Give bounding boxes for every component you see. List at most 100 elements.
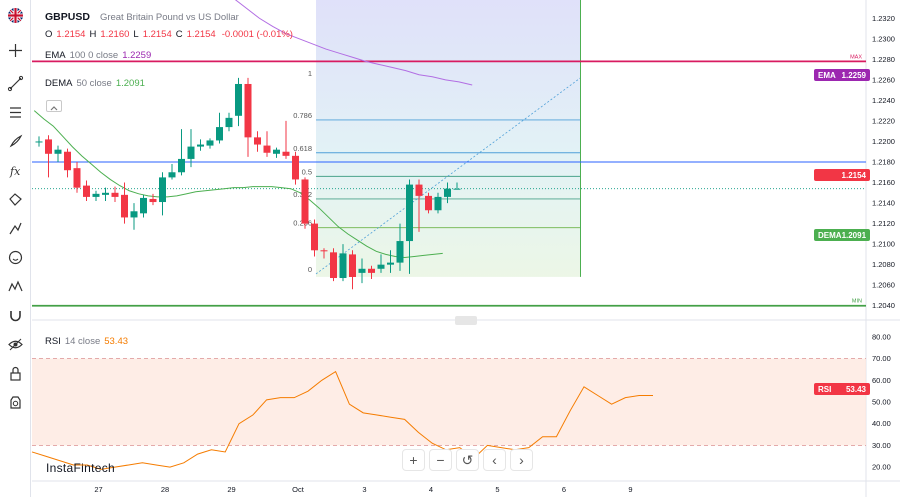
pattern-tool[interactable] <box>4 188 27 211</box>
scroll-left-button[interactable]: ‹ <box>483 449 506 471</box>
candle <box>83 180 90 202</box>
ohlc-legend: O 1.2154 H 1.2160 L 1.2154 C 1.2154 -0.0001 … <box>45 29 293 40</box>
price-change: -0.0001 (-0.01%) <box>221 29 293 40</box>
candle <box>168 164 176 180</box>
fib-zone <box>316 0 581 277</box>
reset-chart-button[interactable]: ↺ <box>456 449 479 471</box>
candle-body <box>415 184 423 196</box>
rsi-line <box>31 370 653 470</box>
candle-body <box>102 192 109 195</box>
candle <box>263 131 271 157</box>
candle-body <box>187 146 195 159</box>
measure-tool[interactable] <box>4 275 27 298</box>
measure-icon <box>8 280 23 292</box>
brush-tool[interactable] <box>4 130 27 153</box>
candle-body <box>349 254 356 277</box>
ohlc-low-label: L <box>133 29 139 40</box>
broker-watermark: InstaFintech <box>46 461 115 475</box>
price-tick-label: 1.2120 <box>872 219 895 228</box>
price-tick-label: 1.2140 <box>872 199 895 208</box>
fib-tool[interactable] <box>4 101 27 124</box>
rsi-tag-label: RSI <box>818 384 832 394</box>
ohlc-high-label: H <box>89 29 97 40</box>
camera-tool[interactable] <box>4 391 27 414</box>
ohlc-open-label: O <box>45 29 53 40</box>
candle <box>187 129 195 168</box>
magnet-tool[interactable] <box>4 304 27 327</box>
candle <box>130 203 138 230</box>
candle <box>377 254 385 273</box>
brush-icon <box>9 134 23 148</box>
candle <box>349 250 356 290</box>
rsi-tick-label: 40.00 <box>872 419 891 428</box>
zoom-in-button[interactable]: + <box>402 449 425 471</box>
candle-body <box>320 250 328 252</box>
time-tick-label: 5 <box>495 485 499 494</box>
text-tool[interactable]: fx <box>4 159 27 182</box>
time-tick-label: 27 <box>94 485 102 494</box>
crosshair-tool[interactable] <box>4 39 27 62</box>
candle-body <box>406 184 413 242</box>
candle <box>453 182 461 190</box>
candle <box>225 112 233 132</box>
candle <box>140 194 147 218</box>
ema-legend[interactable]: EMA 100 0 close 1.2259 <box>45 50 151 61</box>
eye-icon <box>8 338 23 351</box>
candle-body <box>130 211 138 218</box>
candle-body <box>235 83 242 116</box>
fib-level-label: 1 <box>308 69 312 78</box>
max-label: MAX <box>850 54 862 60</box>
scroll-right-button[interactable]: › <box>510 449 533 471</box>
candle <box>358 258 366 284</box>
candle <box>45 135 52 178</box>
candle-body <box>216 127 223 141</box>
pattern-icon <box>9 193 22 206</box>
symbol-legend: GBPUSD Great Britain Pound vs US Dollar <box>45 11 239 23</box>
ohlc-open-value: 1.2154 <box>56 29 86 40</box>
trend-line-tool[interactable] <box>4 72 27 95</box>
candle-body <box>83 185 90 197</box>
pane-resize-handle[interactable] <box>455 316 477 325</box>
candle <box>415 179 423 232</box>
candle-body <box>92 193 100 197</box>
candle <box>73 162 81 193</box>
candle <box>216 112 223 144</box>
prediction-tool[interactable] <box>4 217 27 240</box>
dema-tag-label: DEMA <box>818 230 842 240</box>
lock-tool[interactable] <box>4 362 27 385</box>
candle-body <box>178 158 185 173</box>
candle-body <box>282 151 290 156</box>
candle-body <box>396 241 404 263</box>
ema-tag-label: EMA <box>818 70 836 80</box>
dema-legend[interactable]: DEMA 50 close 1.2091 <box>45 78 145 89</box>
price-tick-label: 1.2040 <box>872 301 895 310</box>
ohlc-close-value: 1.2154 <box>186 29 216 40</box>
zoom-out-button[interactable]: − <box>429 449 452 471</box>
candle <box>102 187 109 202</box>
collapse-legend-button[interactable] <box>46 100 62 112</box>
candle <box>311 219 318 257</box>
candle-body <box>73 168 81 188</box>
symbol-name[interactable]: GBPUSD <box>45 11 90 23</box>
candle-body <box>111 192 119 197</box>
rsi-legend[interactable]: RSI 14 close 53.43 <box>45 336 128 347</box>
eye-tool[interactable] <box>4 333 27 356</box>
emoji-tool[interactable] <box>4 246 27 269</box>
emoji-icon <box>8 250 23 265</box>
candle-body <box>368 268 375 273</box>
gb-flag-icon <box>8 8 23 23</box>
candle-body <box>387 262 394 265</box>
candle <box>301 177 309 229</box>
last-price-value: 1.2154 <box>841 170 866 180</box>
time-tick-label: 3 <box>362 485 366 494</box>
dema-value: 1.2091 <box>115 78 145 89</box>
candle-body <box>301 179 309 224</box>
dema-params: 50 close <box>76 78 112 89</box>
fib-icon <box>10 107 21 118</box>
candle <box>35 136 43 147</box>
price-tick-label: 1.2240 <box>872 96 895 105</box>
text-icon: fx <box>9 165 21 178</box>
rsi-band <box>32 358 866 446</box>
candle <box>64 148 71 178</box>
